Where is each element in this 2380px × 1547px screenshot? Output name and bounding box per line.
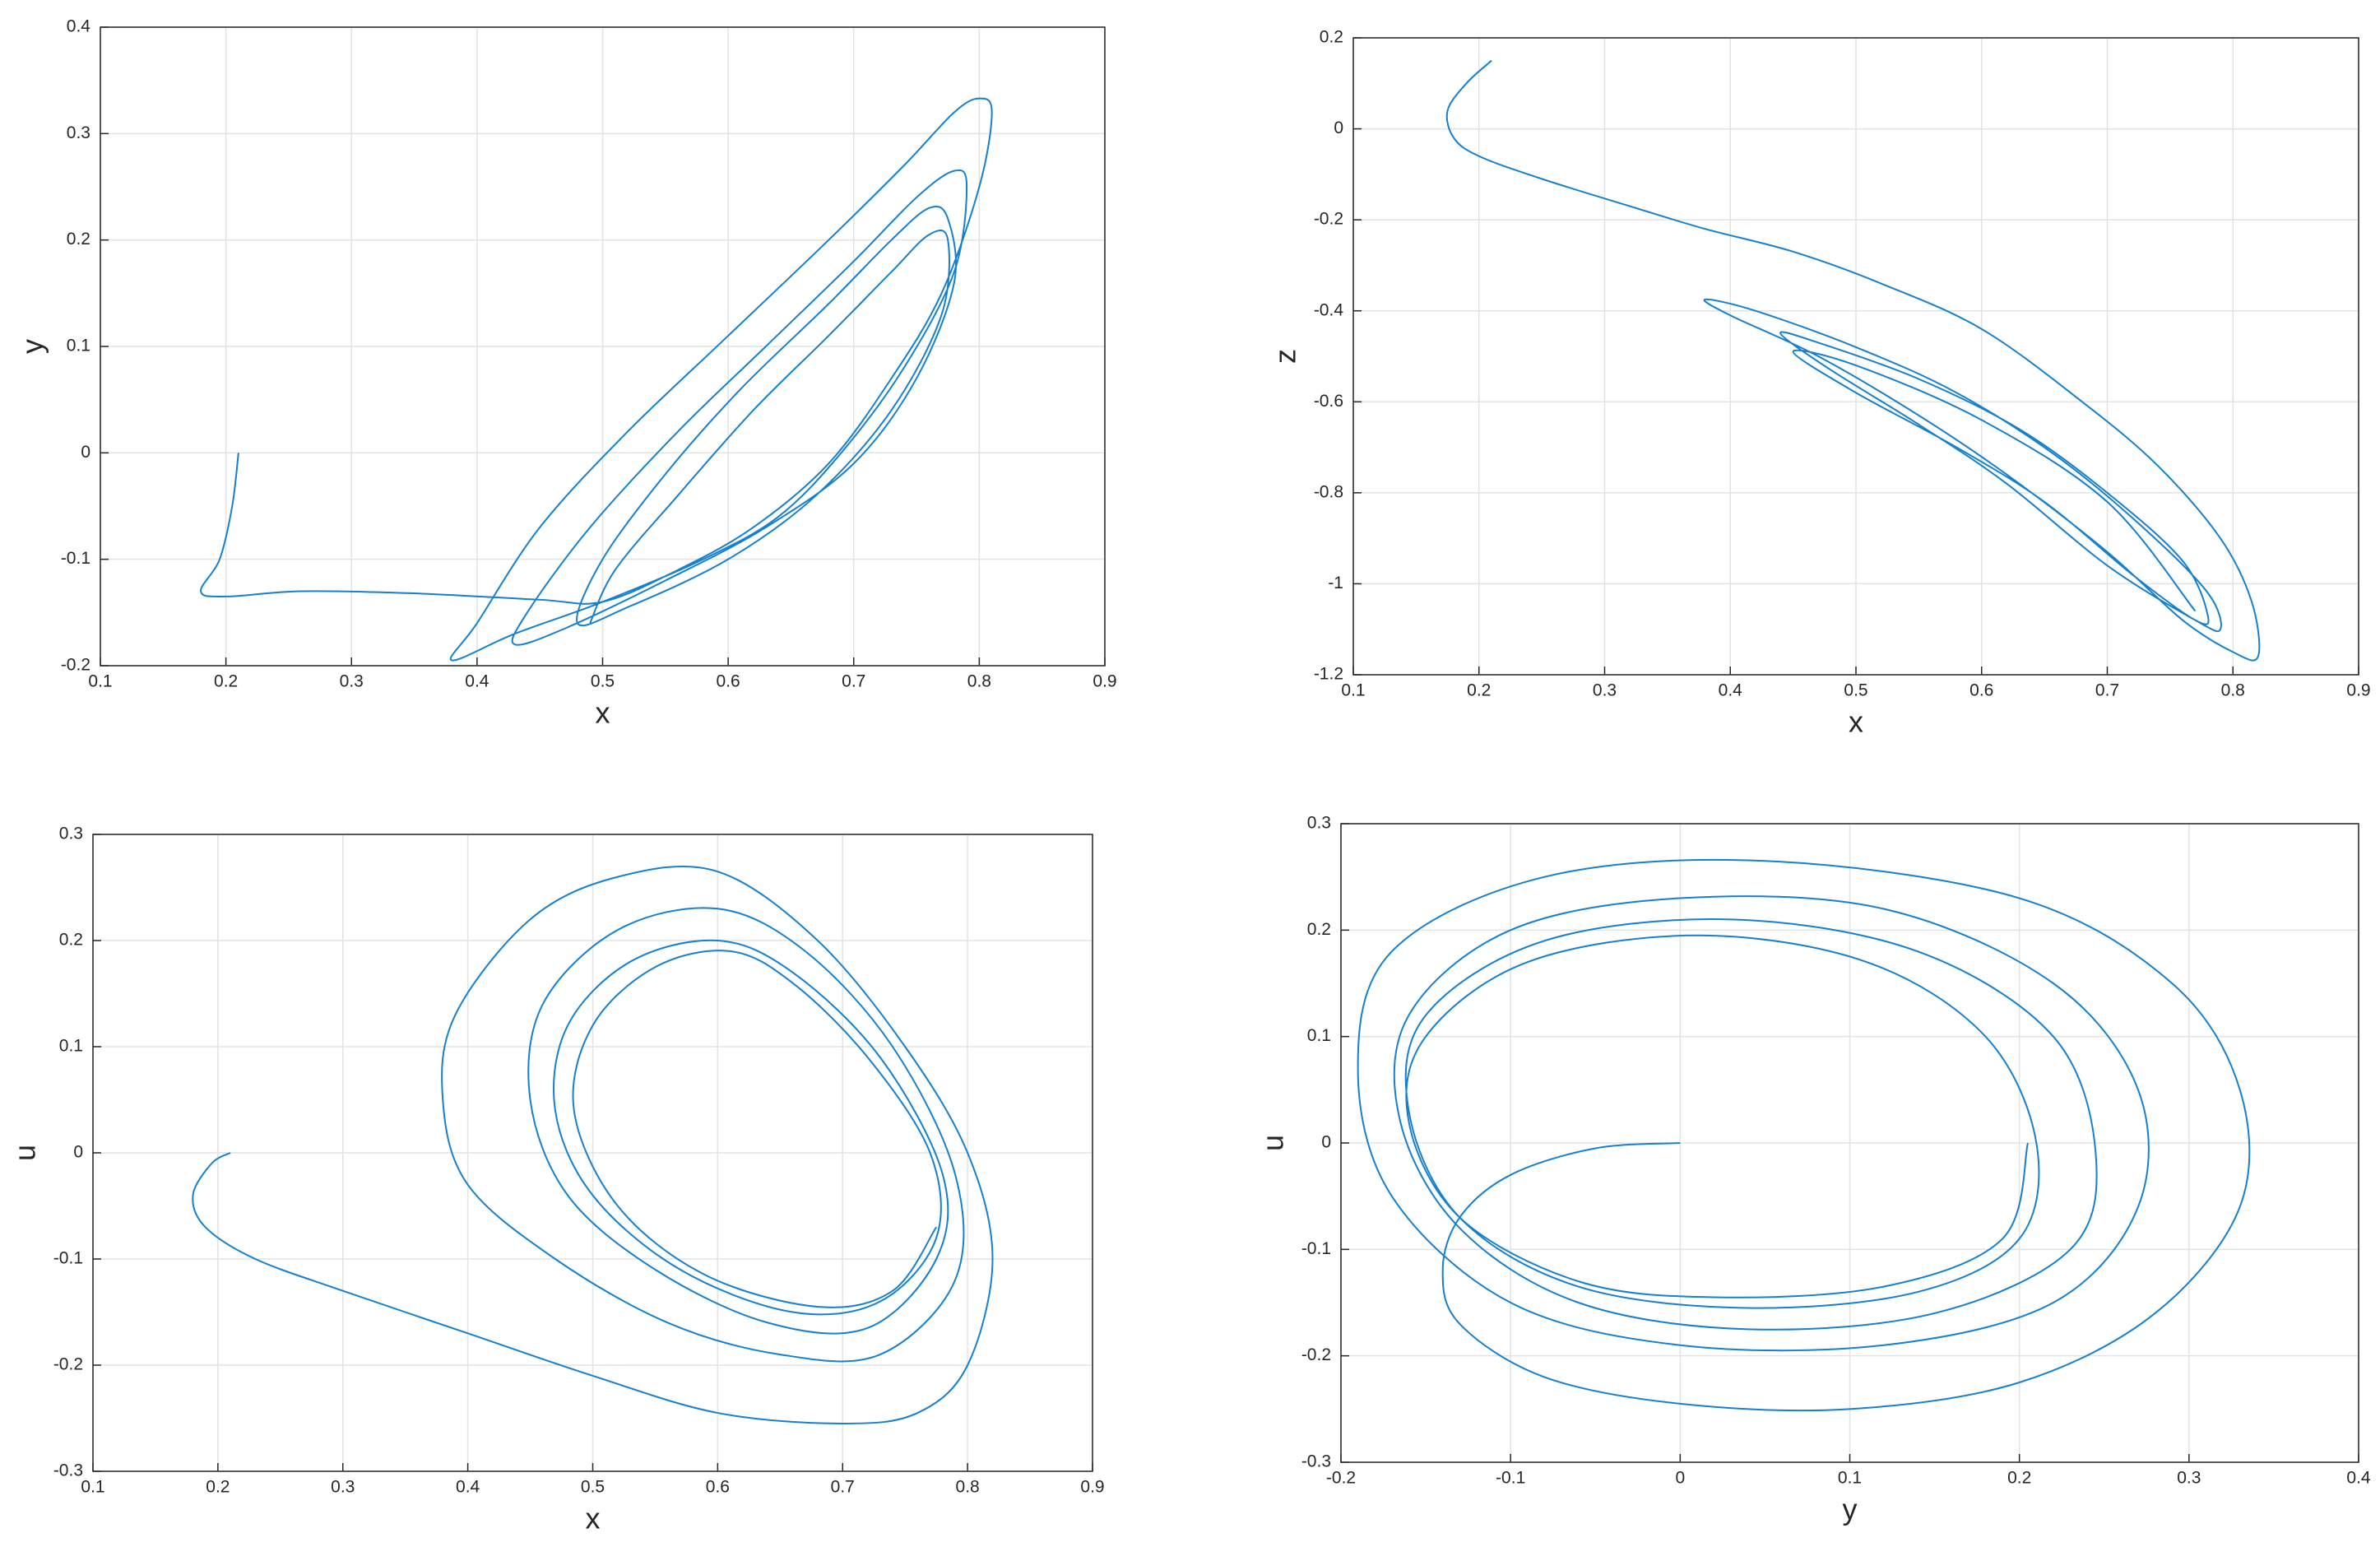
y-tick-label: 0.2 [67,230,90,249]
x-tick-label: 0.2 [2007,1469,2031,1488]
y-tick-label: 0.3 [1307,814,1331,833]
x-tick-label: 0.4 [456,1478,480,1497]
y-tick-label: 0.2 [1320,28,1343,47]
trajectory [192,865,994,1424]
y-axis-label: u [1256,1135,1290,1151]
x-tick-label: 0.9 [2346,681,2370,700]
y-tick-label: -0.4 [1314,300,1344,319]
x-tick-label: 0.5 [591,672,615,691]
x-tick-label: 0.6 [717,672,740,691]
x-tick-label: 0.4 [1719,681,1743,700]
trajectory [200,97,993,662]
y-tick-label: 0.1 [67,337,90,355]
x-tick-label: 0.9 [1093,672,1116,691]
y-tick-label: -0.2 [1314,210,1343,229]
y-tick-label: 0 [73,1143,83,1162]
x-tick-label: 0.8 [967,672,991,691]
x-tick-label: 0.2 [1467,681,1491,700]
x-axis-label: x [1849,705,1863,739]
y-tick-label: -0.2 [53,1355,83,1374]
x-tick-label: 0.5 [581,1478,605,1497]
y-tick-label: 0.1 [59,1037,83,1056]
y-tick-label: 0 [1321,1133,1331,1152]
x-tick-label: 0.3 [1593,681,1617,700]
x-tick-label: -0.1 [1496,1469,1525,1488]
x-tick-label: 0.8 [2221,681,2245,700]
x-axis-label: x [586,1502,601,1535]
axes-box [1340,823,2359,1463]
x-tick-label: 0.1 [1838,1469,1862,1488]
x-tick-label: 0.7 [2095,681,2119,700]
x-tick-label: 0.3 [340,672,364,691]
x-axis-label: y [1843,1493,1858,1526]
axes-box [92,834,1093,1472]
y-tick-label: 0.4 [67,17,91,36]
x-tick-label: 0.7 [831,1478,855,1497]
y-tick-label: 0 [1334,118,1343,137]
x-tick-label: 0.3 [2177,1469,2201,1488]
trajectory [1357,858,2251,1412]
x-tick-label: 0.2 [206,1478,230,1497]
x-tick-label: 0.7 [842,672,865,691]
y-tick-label: -0.3 [1301,1452,1331,1471]
axes-box [1352,37,2359,676]
x-tick-label: 0 [1675,1469,1685,1488]
x-tick-label: -0.2 [1326,1469,1356,1488]
y-tick-label: 0 [81,443,90,462]
y-tick-label: -0.2 [61,656,90,675]
x-tick-label: 0.1 [81,1478,104,1497]
y-tick-label: 0.3 [59,825,83,843]
y-axis-label: z [1269,349,1302,364]
x-axis-label: x [596,696,610,730]
y-tick-label: -1 [1328,574,1343,592]
y-tick-label: 0.2 [1307,920,1331,939]
y-tick-label: -0.1 [1301,1239,1331,1258]
y-tick-label: -0.1 [61,549,90,568]
y-tick-label: -0.3 [53,1461,83,1480]
trajectory [1445,59,2261,662]
y-tick-label: 0.1 [1307,1026,1331,1045]
y-tick-label: -0.8 [1314,482,1343,501]
x-tick-label: 0.1 [88,672,112,691]
x-tick-label: 0.6 [706,1478,730,1497]
y-tick-label: -0.2 [1301,1345,1331,1364]
y-tick-label: 0.3 [67,123,90,142]
x-tick-label: 0.4 [465,672,489,691]
x-tick-label: 0.9 [1080,1478,1104,1497]
y-tick-label: 0.2 [59,931,83,950]
y-tick-label: -1.2 [1314,665,1343,684]
y-tick-label: -0.6 [1314,392,1343,411]
y-tick-label: -0.1 [53,1249,83,1268]
x-tick-label: 0.8 [956,1478,980,1497]
x-tick-label: 0.6 [1969,681,1993,700]
x-tick-label: 0.3 [331,1478,355,1497]
x-tick-label: 0.4 [2346,1469,2371,1488]
y-axis-label: u [8,1145,42,1161]
y-axis-label: y [16,339,49,354]
x-tick-label: 0.2 [214,672,238,691]
x-tick-label: 0.1 [1341,681,1365,700]
x-tick-label: 0.5 [1844,681,1867,700]
axes-box [100,26,1106,667]
